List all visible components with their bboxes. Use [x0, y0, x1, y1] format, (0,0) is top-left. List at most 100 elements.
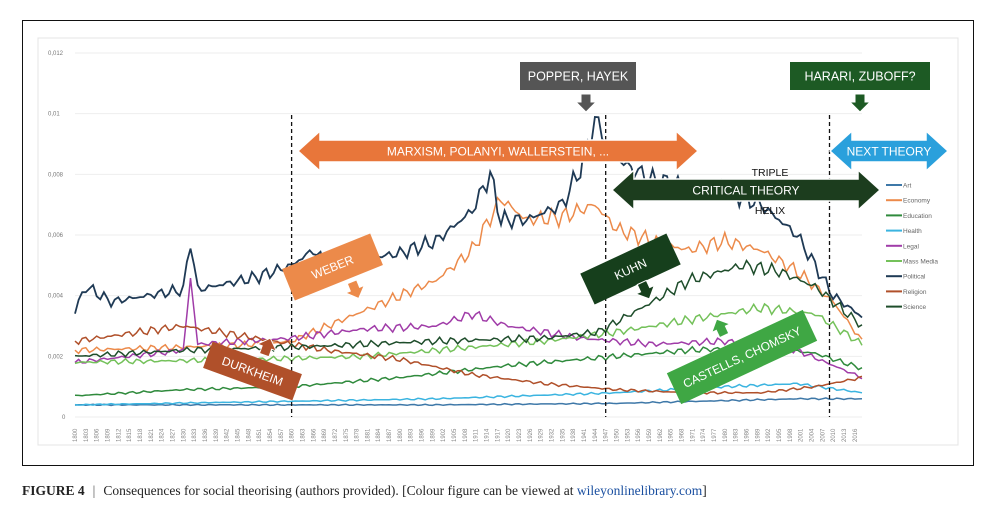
annotation-label: CRITICAL THEORY: [692, 184, 799, 198]
caption-label: FIGURE 4: [22, 483, 85, 498]
y-tick-label: 0,002: [48, 354, 64, 360]
x-tick-label: 1890: [398, 428, 404, 442]
annotation-label: MARXISM, POLANYI, WALLERSTEIN, ...: [387, 145, 609, 159]
annotation-box: [580, 233, 681, 305]
legend-label: Education: [903, 213, 932, 220]
x-tick-label: 1815: [127, 428, 133, 442]
x-tick-label: 1956: [636, 428, 642, 442]
annotation-marxism: MARXISM, POLANYI, WALLERSTEIN, ...: [296, 129, 700, 173]
x-tick-label: 1989: [755, 428, 761, 442]
x-tick-label: 1974: [701, 428, 707, 442]
legend-label: Art: [903, 183, 912, 190]
annotation-label: NEXT THEORY: [847, 145, 932, 159]
series-line-health: [74, 382, 863, 406]
x-tick-label: 1905: [452, 428, 458, 442]
arrow-icon: [710, 318, 732, 339]
x-tick-label: 1902: [441, 428, 447, 442]
series-line-mass-media: [74, 302, 863, 366]
double-arrow-shape: [296, 129, 700, 173]
x-tick-label: 1827: [170, 428, 176, 442]
x-tick-label: 1875: [344, 428, 350, 442]
series-line-economy: [74, 196, 863, 355]
x-tick-label: 1812: [116, 428, 122, 442]
annotation-popper: POPPER, HAYEK: [520, 62, 636, 113]
annotation-durkheim: DURKHEIM: [203, 337, 302, 401]
annotation-next: NEXT THEORY: [828, 129, 950, 173]
figure-frame: [22, 20, 974, 466]
line-chart: 0 0,002 0,004 0,006 0,008 0,01 0,012 1800 1803 18…: [37, 37, 959, 446]
annotation-box: [203, 341, 302, 401]
x-tick-label: 1917: [495, 428, 501, 442]
x-tick-label: 2013: [842, 428, 848, 442]
x-tick-label: 1839: [214, 428, 220, 442]
x-tick-label: 1842: [225, 428, 231, 442]
x-tick-label: 1833: [192, 428, 198, 442]
arrow-icon: [848, 93, 872, 113]
caption-link[interactable]: wileyonlinelibrary.com: [576, 483, 703, 498]
annotation-label: HARARI, ZUBOFF?: [804, 70, 915, 84]
y-tick-label: 0,01: [48, 112, 60, 118]
x-tick-label: 1869: [322, 428, 328, 442]
y-tick-label: 0: [62, 415, 66, 421]
series-line-science: [74, 258, 863, 358]
x-tick-label: 1800: [73, 428, 79, 442]
series-line-religion: [74, 323, 863, 395]
series-line-art: [74, 397, 863, 407]
x-tick-label: 1887: [387, 428, 393, 442]
annotation-box: [666, 309, 818, 405]
x-tick-label: 1881: [365, 428, 371, 442]
x-tick-label: 1935: [560, 428, 566, 442]
x-tick-label: 1866: [311, 428, 317, 442]
legend-label: Health: [903, 228, 922, 235]
x-tick-label: 1893: [409, 428, 415, 442]
x-tick-label: 1980: [723, 428, 729, 442]
x-tick-label: 1959: [647, 428, 653, 442]
x-tick-label: 1923: [517, 428, 523, 442]
x-tick-label: 1878: [355, 428, 361, 442]
y-tick-label: 0,012: [48, 51, 64, 57]
x-tick-label: 1818: [138, 428, 144, 442]
x-tick-label: 2010: [831, 428, 837, 442]
annotation-weber: WEBER: [282, 233, 383, 301]
x-tick-label: 1953: [625, 428, 631, 442]
series-line-legal: [74, 278, 863, 380]
legend-label: Economy: [903, 198, 931, 205]
x-tick-label: 1968: [679, 428, 685, 442]
x-tick-label: 1977: [712, 428, 718, 442]
x-tick-label: 1941: [582, 428, 588, 442]
x-tick-label: 1845: [235, 428, 241, 442]
x-tick-label: 1848: [246, 428, 252, 442]
x-tick-label: 1932: [550, 428, 556, 442]
annotation-harari: HARARI, ZUBOFF?: [790, 62, 930, 113]
x-tick-label: 1896: [420, 428, 426, 442]
x-tick-label: 1965: [669, 428, 675, 442]
double-arrow-shape: [610, 168, 882, 212]
x-tick-label: 2004: [809, 428, 815, 442]
x-tick-label: 1854: [268, 428, 274, 442]
annotation-box: [520, 62, 636, 90]
x-tick-label: 1860: [290, 428, 296, 442]
x-tick-label: 1830: [181, 428, 187, 442]
x-tick-label: 1962: [658, 428, 664, 442]
annotation-box: [282, 233, 383, 301]
legend-label: Religion: [903, 289, 927, 296]
x-tick-label: 1851: [257, 428, 263, 442]
x-tick-label: 1950: [615, 428, 621, 442]
x-tick-label: 1986: [744, 428, 750, 442]
y-tick-label: 0,008: [48, 172, 64, 178]
x-tick-label: 2016: [853, 428, 859, 442]
arrow-icon: [256, 337, 278, 358]
x-tick-label: 1884: [376, 428, 382, 442]
x-tick-label: 1944: [593, 428, 599, 442]
x-tick-label: 1983: [734, 428, 740, 442]
y-tick-label: 0,006: [48, 233, 64, 239]
legend-label: Mass Media: [903, 259, 938, 266]
annotation-kuhn: KUHN: [580, 233, 681, 305]
legend-label: Legal: [903, 243, 919, 250]
x-tick-label: 1899: [430, 428, 436, 442]
annotation-box: [790, 62, 930, 90]
x-tick-label: 1998: [788, 428, 794, 442]
arrow-icon: [574, 93, 598, 113]
x-tick-label: 1824: [160, 428, 166, 442]
arrow-icon: [344, 279, 366, 300]
